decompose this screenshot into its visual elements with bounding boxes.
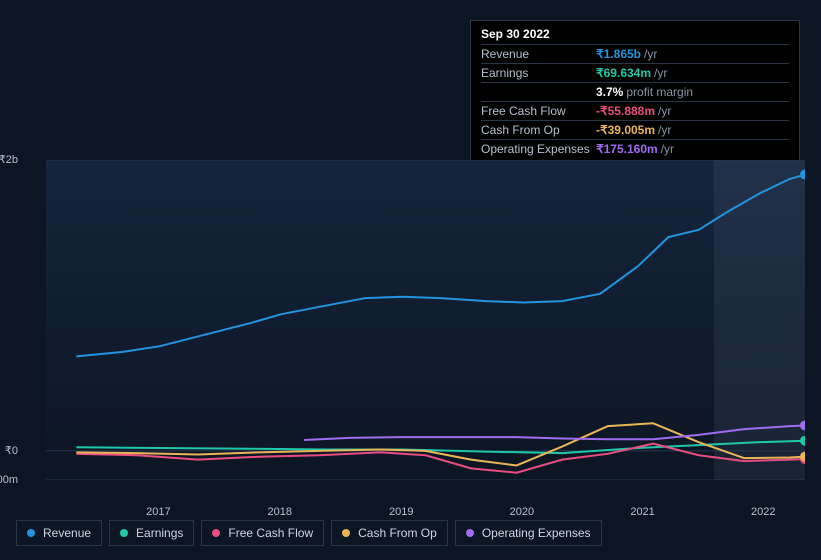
x-axis-label: 2021 [630,506,654,518]
chart-tooltip: Sep 30 2022 Revenue₹1.865b/yrEarnings₹69… [470,20,800,165]
tooltip-row: Cash From Op-₹39.005m/yr [481,120,789,139]
tooltip-value: ₹1.865b/yr [596,47,657,61]
tooltip-value: ₹175.160m/yr [596,142,674,156]
line-chart[interactable] [46,160,805,480]
tooltip-label: Earnings [481,66,596,80]
y-axis-label: ₹0 [0,444,18,457]
tooltip-row: Earnings₹69.634m/yr [481,63,789,82]
tooltip-label: Revenue [481,47,596,61]
legend-label: Free Cash Flow [228,526,313,540]
legend-item-free-cash-flow[interactable]: Free Cash Flow [201,520,324,546]
legend-dot-icon [466,529,474,537]
tooltip-value: -₹55.888m/yr [596,104,671,118]
legend-dot-icon [212,529,220,537]
tooltip-value: 3.7%profit margin [596,85,693,99]
tooltip-row: 3.7%profit margin [481,82,789,101]
x-axis-label: 2020 [510,506,534,518]
x-axis-label: 2018 [268,506,292,518]
tooltip-label: Free Cash Flow [481,104,596,118]
legend-label: Revenue [43,526,91,540]
legend-item-operating-expenses[interactable]: Operating Expenses [455,520,602,546]
legend-label: Operating Expenses [482,526,591,540]
legend-item-cash-from-op[interactable]: Cash From Op [331,520,448,546]
tooltip-date: Sep 30 2022 [481,27,789,44]
tooltip-value: ₹69.634m/yr [596,66,667,80]
tooltip-row: Free Cash Flow-₹55.888m/yr [481,101,789,120]
legend-dot-icon [342,529,350,537]
tooltip-row: Operating Expenses₹175.160m/yr [481,139,789,158]
legend-item-revenue[interactable]: Revenue [16,520,102,546]
tooltip-row: Revenue₹1.865b/yr [481,44,789,63]
legend-dot-icon [120,529,128,537]
chart-legend: Revenue Earnings Free Cash Flow Cash From O… [16,520,602,546]
legend-label: Cash From Op [358,526,437,540]
tooltip-label [481,85,596,99]
chart-area: ₹2b₹0-₹200m 201720182019202020212022 [16,160,805,500]
legend-label: Earnings [136,526,183,540]
tooltip-label: Operating Expenses [481,142,596,156]
x-axis-label: 2019 [389,506,413,518]
tooltip-label: Cash From Op [481,123,596,137]
legend-item-earnings[interactable]: Earnings [109,520,194,546]
x-axis-label: 2022 [751,506,775,518]
x-axis-label: 2017 [146,506,170,518]
legend-dot-icon [27,529,35,537]
tooltip-value: -₹39.005m/yr [596,123,671,137]
y-axis-label: ₹2b [0,153,18,166]
y-axis-label: -₹200m [0,473,18,486]
